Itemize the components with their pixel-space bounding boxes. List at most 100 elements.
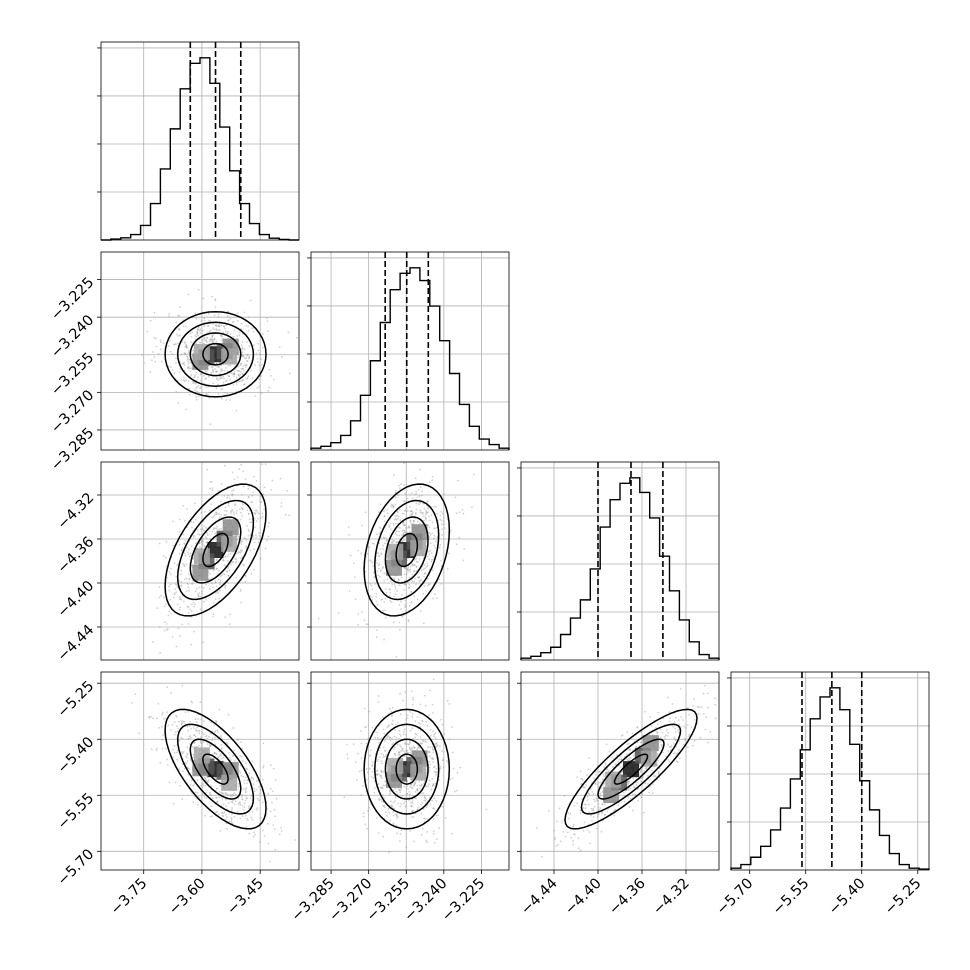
scatter-point	[223, 377, 225, 380]
scatter-point	[439, 514, 442, 517]
scatter-point	[241, 355, 244, 357]
scatter-point	[196, 390, 198, 393]
scatter-point	[182, 721, 185, 723]
scatter-point	[232, 754, 235, 757]
scatter-point	[271, 479, 274, 482]
scatter-point	[388, 526, 391, 528]
scatter-point	[208, 578, 210, 581]
scatter-point	[208, 588, 211, 590]
scatter-point	[398, 754, 401, 756]
scatter-point	[221, 792, 223, 795]
scatter-point	[365, 623, 368, 626]
scatter-point	[383, 740, 386, 742]
scatter-point	[378, 798, 380, 800]
scatter-point	[218, 755, 221, 758]
scatter-point	[192, 352, 195, 355]
scatter-point	[582, 779, 584, 781]
scatter-point	[237, 380, 240, 383]
scatter-point	[377, 574, 379, 577]
scatter-point	[382, 784, 385, 787]
scatter-point	[240, 755, 243, 758]
scatter-point	[674, 727, 676, 730]
scatter-point	[196, 329, 199, 331]
scatter-point	[435, 800, 438, 802]
scatter-point	[203, 525, 205, 527]
scatter-point	[178, 328, 181, 331]
scatter-point	[412, 784, 415, 787]
scatter-point	[409, 711, 412, 713]
scatter-point	[206, 331, 209, 334]
scatter-point	[180, 751, 183, 754]
scatter-point	[227, 574, 230, 577]
scatter-point	[202, 520, 205, 523]
scatter-point	[280, 502, 283, 504]
scatter-point	[246, 364, 248, 366]
scatter-point	[673, 721, 676, 724]
scatter-point	[180, 353, 183, 356]
scatter-point	[212, 375, 214, 378]
scatter-point	[187, 729, 190, 732]
density-cell	[221, 535, 238, 552]
scatter-point	[214, 582, 217, 584]
scatter-point	[392, 523, 395, 526]
scatter-point	[394, 787, 397, 790]
scatter-point	[426, 555, 429, 558]
scatter-point	[214, 298, 217, 301]
scatter-point	[221, 748, 223, 750]
scatter-point	[193, 534, 195, 537]
scatter-point	[699, 736, 702, 739]
scatter-point	[604, 803, 606, 806]
scatter-point	[234, 558, 237, 561]
scatter-point	[164, 717, 167, 719]
scatter-point	[209, 423, 212, 426]
scatter-point	[428, 515, 431, 518]
scatter-point	[227, 553, 230, 556]
scatter-point	[183, 565, 186, 567]
scatter-point	[434, 737, 437, 740]
scatter-point	[381, 786, 384, 789]
scatter-point	[714, 717, 717, 720]
scatter-point	[418, 522, 421, 525]
scatter-point	[244, 799, 247, 802]
scatter-point	[404, 567, 406, 570]
scatter-point	[215, 592, 217, 594]
scatter-point	[599, 792, 602, 795]
scatter-point	[702, 692, 705, 695]
scatter-point	[370, 749, 372, 752]
scatter-point	[433, 733, 436, 736]
scatter-point	[409, 746, 411, 749]
scatter-point	[183, 363, 186, 366]
scatter-point	[244, 364, 246, 366]
scatter-point	[221, 798, 224, 800]
scatter-point	[416, 598, 419, 601]
scatter-point	[251, 819, 254, 821]
scatter-point	[426, 511, 429, 514]
scatter-point	[555, 845, 557, 847]
scatter-point	[383, 510, 385, 513]
scatter-point	[642, 811, 645, 814]
scatter-point	[576, 802, 578, 804]
scatter-point	[391, 737, 393, 740]
scatter-point	[393, 735, 396, 738]
scatter-point	[247, 329, 250, 332]
scatter-point	[379, 548, 382, 550]
scatter-point	[199, 701, 202, 703]
scatter-point	[157, 702, 160, 705]
scatter-point	[386, 512, 389, 515]
scatter-point	[400, 746, 402, 748]
scatter-point	[439, 518, 442, 521]
scatter-point	[202, 342, 205, 345]
scatter-point	[391, 714, 394, 716]
scatter-point	[343, 796, 346, 798]
scatter-point	[295, 336, 298, 339]
scatter-point	[672, 726, 675, 728]
scatter-point	[250, 501, 253, 504]
scatter-point	[382, 754, 385, 756]
scatter-point	[267, 330, 269, 333]
scatter-point	[237, 551, 240, 554]
scatter-point	[201, 731, 204, 734]
scatter-point	[431, 746, 434, 749]
scatter-point	[185, 344, 188, 347]
scatter-point	[195, 728, 197, 731]
scatter-point	[225, 510, 228, 512]
